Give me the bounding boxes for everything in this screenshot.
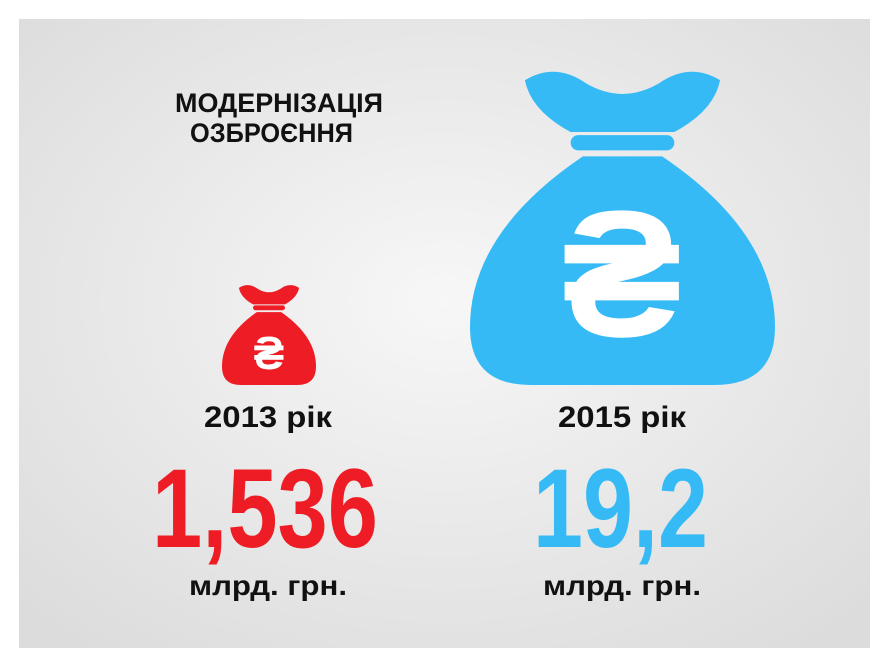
unit-label: млрд. грн. bbox=[189, 570, 347, 601]
unit-label: млрд. грн. bbox=[543, 570, 701, 601]
amount: 1,536 bbox=[152, 446, 378, 571]
currency-symbol: ₴ bbox=[254, 327, 285, 379]
year-label: 2013 рік bbox=[204, 401, 333, 434]
amount: 19,2 bbox=[533, 446, 708, 571]
currency-symbol: ₴ bbox=[562, 174, 682, 375]
title-line: ОЗБРОЄННЯ bbox=[190, 118, 353, 148]
title-line: МОДЕРНІЗАЦІЯ bbox=[175, 88, 383, 118]
year-label: 2015 рік bbox=[558, 401, 687, 434]
